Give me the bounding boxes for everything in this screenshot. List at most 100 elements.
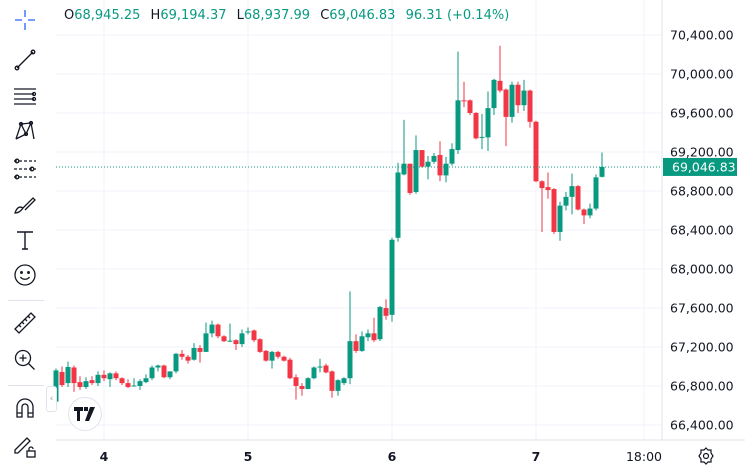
candle-body	[131, 385, 137, 387]
candle-up	[395, 162, 401, 242]
candle-up	[137, 379, 143, 390]
candle-up	[413, 135, 419, 194]
tradingview-logo[interactable]	[68, 397, 102, 431]
candle-body	[419, 150, 425, 167]
time-axis[interactable]: 4 5 6 7 18:00	[100, 449, 662, 464]
candle-body	[389, 239, 395, 315]
candle-down	[275, 350, 281, 359]
fib-tool[interactable]	[10, 154, 40, 184]
candle-body	[191, 347, 197, 360]
price-tick-label: 70,400.00	[670, 28, 734, 43]
candle-down	[119, 377, 125, 386]
candle-up	[557, 201, 563, 241]
last-price-label: 69,046.83	[672, 159, 736, 174]
candle-down	[293, 374, 299, 400]
candle-body	[59, 371, 65, 386]
candle-up	[485, 91, 491, 152]
candle-body	[557, 205, 563, 232]
open-value: 68,945.25	[74, 8, 141, 23]
candle-body	[347, 341, 353, 379]
collapse-toolbar-button[interactable]: ‹	[46, 386, 57, 412]
candle-body	[149, 367, 155, 379]
crosshair-tool[interactable]	[10, 5, 40, 35]
candle-body	[599, 166, 605, 177]
candle-body	[377, 307, 383, 340]
candle-body	[521, 90, 527, 106]
candle-body	[407, 163, 413, 193]
candle-down	[251, 329, 257, 343]
brush-tool[interactable]	[10, 190, 40, 220]
candle-body	[89, 380, 95, 384]
candle-body	[449, 149, 455, 164]
candle-body	[341, 378, 347, 384]
candle-body	[125, 383, 131, 387]
change-value: 96.31 (+0.14%)	[405, 8, 510, 23]
trend-line-tool[interactable]	[10, 45, 40, 75]
candle-up	[209, 320, 215, 338]
candle-body	[431, 155, 437, 162]
candle-down	[215, 323, 221, 339]
candle-up	[149, 365, 155, 381]
candle-body	[353, 341, 359, 351]
candle-body	[263, 350, 269, 361]
ruler-tool[interactable]	[10, 308, 40, 338]
candle-up	[143, 374, 149, 384]
price-tick-label: 68,000.00	[670, 262, 734, 277]
candle-up	[377, 306, 383, 342]
patterns-tool[interactable]	[10, 116, 40, 146]
price-tick-label: 68,800.00	[670, 184, 734, 199]
candle-body	[65, 367, 71, 384]
candle-down	[185, 354, 191, 364]
candle-up	[389, 237, 395, 322]
candle-down	[371, 317, 377, 343]
candle-up	[443, 156, 449, 183]
candle-down	[467, 99, 473, 115]
candle-body	[77, 382, 83, 387]
candle-body	[299, 386, 305, 389]
candle-up	[491, 78, 497, 115]
patterns-icon	[15, 120, 35, 140]
candle-up	[305, 377, 311, 389]
candle-down	[503, 88, 509, 147]
candle-up	[155, 364, 161, 372]
candle-body	[227, 340, 233, 342]
price-tick-label: 66,400.00	[670, 418, 734, 433]
toolbar-separator	[8, 300, 44, 301]
candle-down	[551, 188, 557, 234]
candle-up	[599, 152, 605, 178]
candle-body	[437, 154, 443, 176]
text-tool[interactable]	[10, 225, 40, 255]
candle-down	[263, 349, 269, 362]
candle-body	[425, 161, 431, 167]
candle-down	[71, 365, 77, 392]
candle-up	[359, 331, 365, 352]
candle-up	[167, 371, 173, 380]
price-axis[interactable]: 70,400.00 70,000.00 69,600.00 69,200.00 68,8…	[670, 28, 734, 433]
candle-body	[119, 378, 125, 384]
zoom-tool[interactable]	[10, 345, 40, 375]
time-tick-label: 18:00	[626, 449, 662, 464]
lock-drawings-tool[interactable]	[10, 431, 40, 461]
candle-up	[401, 119, 407, 176]
candle-body	[455, 100, 461, 151]
candle-body	[317, 366, 323, 368]
chart-settings-button[interactable]	[696, 446, 716, 466]
last-price-badge	[663, 157, 737, 176]
last-price-marker: 69,046.83	[56, 157, 737, 176]
candle-up	[455, 51, 461, 154]
candle-up	[365, 329, 371, 342]
high-value: 69,194.37	[160, 8, 227, 23]
candle-body	[155, 365, 161, 368]
magnet-tool[interactable]	[10, 393, 40, 423]
close-label: C	[320, 8, 330, 23]
low-label: L	[236, 8, 244, 23]
candle-down	[89, 376, 95, 386]
emoji-tool[interactable]	[10, 260, 40, 290]
candle-up	[239, 329, 245, 348]
candle-body	[245, 331, 251, 333]
candle-up	[173, 352, 179, 374]
horizontal-lines-tool[interactable]	[10, 81, 40, 111]
ruler-icon	[14, 312, 36, 334]
grid	[56, 0, 662, 440]
